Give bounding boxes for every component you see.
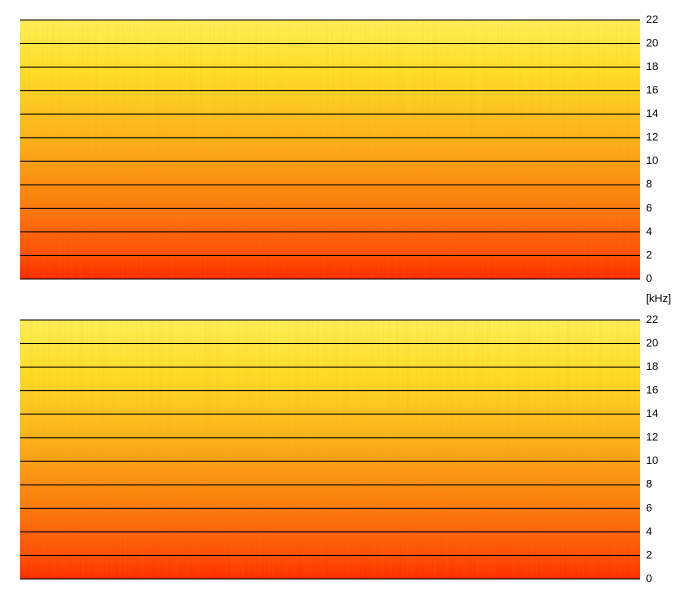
y-tick-label: 10 — [646, 155, 658, 167]
y-tick-label: 8 — [646, 179, 652, 191]
y-tick-label: 18 — [646, 361, 658, 373]
y-tick-label: 12 — [646, 132, 658, 144]
y-tick-label: 14 — [646, 408, 658, 420]
y-tick-label: 20 — [646, 37, 658, 49]
y-tick-label: 0 — [646, 273, 652, 285]
y-axis-unit: [kHz] — [646, 293, 671, 305]
y-tick-label: 4 — [646, 226, 652, 238]
y-tick-label: 6 — [646, 502, 652, 514]
y-tick-label: 4 — [646, 526, 652, 538]
y-tick-label: 22 — [646, 314, 658, 326]
y-tick-label: 6 — [646, 202, 652, 214]
y-tick-label: 8 — [646, 479, 652, 491]
spectrogram-texture — [20, 320, 640, 579]
y-tick-label: 12 — [646, 432, 658, 444]
y-tick-label: 14 — [646, 108, 658, 120]
y-tick-label: 2 — [646, 549, 652, 561]
y-tick-label: 10 — [646, 455, 658, 467]
y-tick-label: 16 — [646, 85, 658, 97]
y-tick-label: 2 — [646, 249, 652, 261]
spectrogram-texture — [20, 20, 640, 279]
y-tick-label: 18 — [646, 61, 658, 73]
y-tick-label: 22 — [646, 14, 658, 26]
y-tick-label: 20 — [646, 337, 658, 349]
y-tick-label: 16 — [646, 385, 658, 397]
y-tick-label: 0 — [646, 573, 652, 585]
